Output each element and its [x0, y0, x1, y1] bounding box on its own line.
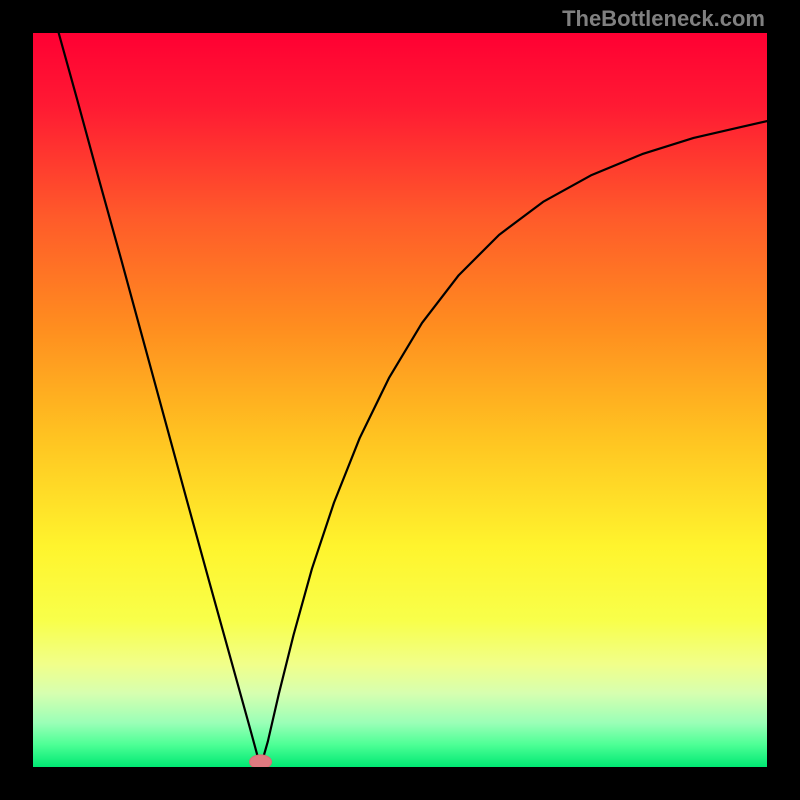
vertex-marker — [250, 755, 272, 767]
watermark-text: TheBottleneck.com — [562, 6, 765, 32]
plot-area — [33, 33, 767, 767]
curve-left-branch — [59, 33, 261, 767]
curve-right-branch — [261, 121, 767, 767]
curve-layer — [33, 33, 767, 767]
chart-frame: TheBottleneck.com — [0, 0, 800, 800]
